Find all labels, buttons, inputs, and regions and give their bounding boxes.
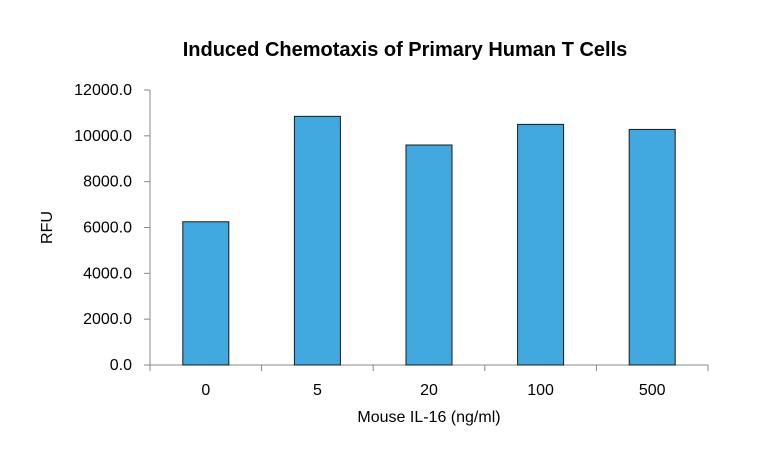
y-tick-label: 2000.0 bbox=[83, 311, 132, 328]
x-tick-label: 20 bbox=[420, 382, 438, 399]
y-tick-label: 10000.0 bbox=[74, 128, 132, 145]
bar-0 bbox=[182, 221, 230, 366]
x-axis: 0 5 20 100 500 bbox=[149, 364, 709, 399]
x-tick-label: 5 bbox=[313, 382, 322, 399]
y-tick-label: 12000.0 bbox=[74, 82, 132, 99]
y-axis-label: RFU bbox=[39, 211, 56, 244]
y-ticks: 0.0 2000.0 4000.0 6000.0 8000.0 10000.0 12000.… bbox=[74, 82, 150, 374]
bars bbox=[182, 115, 676, 366]
y-tick-label: 6000.0 bbox=[83, 220, 132, 237]
bar-5 bbox=[293, 115, 341, 366]
chart-title: Induced Chemotaxis of Primary Human T Ce… bbox=[183, 39, 628, 61]
y-tick-label: 8000.0 bbox=[83, 174, 132, 191]
bar-100 bbox=[517, 123, 565, 366]
x-tick-label: 0 bbox=[201, 382, 210, 399]
bar-500 bbox=[628, 128, 676, 366]
bar-20 bbox=[405, 144, 453, 366]
y-axis: 0.0 2000.0 4000.0 6000.0 8000.0 10000.0 12000.… bbox=[74, 82, 151, 374]
x-tick-label: 500 bbox=[639, 382, 666, 399]
x-axis-label: Mouse IL-16 (ng/ml) bbox=[357, 409, 500, 426]
y-tick-label: 0.0 bbox=[110, 357, 132, 374]
x-ticks: 0 5 20 100 500 bbox=[149, 365, 709, 399]
y-tick-label: 4000.0 bbox=[83, 265, 132, 282]
x-tick-label: 100 bbox=[527, 382, 554, 399]
